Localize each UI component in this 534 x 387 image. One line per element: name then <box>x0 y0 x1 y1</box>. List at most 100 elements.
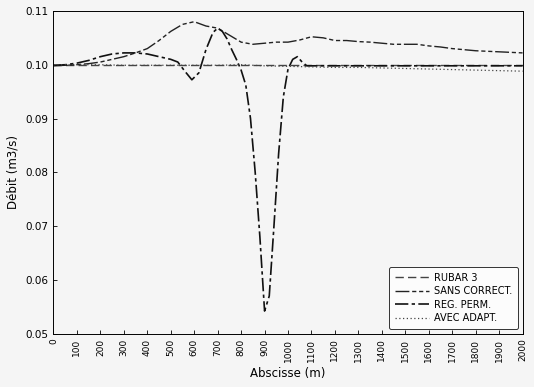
SANS CORRECT. <box>484 49 491 54</box>
REG. PERM. <box>402 63 409 68</box>
REG. PERM. <box>247 116 254 121</box>
AVEC ADAPT. <box>74 62 80 67</box>
REG. PERM. <box>276 151 282 156</box>
REG. PERM. <box>252 170 258 175</box>
AVEC ADAPT. <box>332 65 338 70</box>
SANS CORRECT. <box>402 42 409 46</box>
REG. PERM. <box>299 60 305 64</box>
REG. PERM. <box>308 63 315 68</box>
REG. PERM. <box>219 29 225 34</box>
SANS CORRECT. <box>414 42 420 46</box>
REG. PERM. <box>182 69 188 74</box>
REG. PERM. <box>257 235 263 239</box>
REG. PERM. <box>266 294 272 298</box>
RUBAR 3 <box>50 62 57 67</box>
RUBAR 3 <box>191 62 198 67</box>
REG. PERM. <box>74 61 80 65</box>
REG. PERM. <box>168 57 174 62</box>
SANS CORRECT. <box>168 29 174 34</box>
REG. PERM. <box>144 51 151 56</box>
RUBAR 3 <box>97 62 104 67</box>
REG. PERM. <box>50 63 57 68</box>
AVEC ADAPT. <box>50 62 57 67</box>
Legend: RUBAR 3, SANS CORRECT., REG. PERM., AVEC ADAPT.: RUBAR 3, SANS CORRECT., REG. PERM., AVEC… <box>389 267 517 329</box>
SANS CORRECT. <box>74 62 80 67</box>
RUBAR 3 <box>285 62 291 67</box>
REG. PERM. <box>496 63 502 68</box>
REG. PERM. <box>285 67 291 71</box>
SANS CORRECT. <box>85 61 92 66</box>
SANS CORRECT. <box>320 36 326 40</box>
SANS CORRECT. <box>332 38 338 43</box>
RUBAR 3 <box>238 62 245 67</box>
RUBAR 3 <box>520 62 526 67</box>
AVEC ADAPT. <box>355 65 362 70</box>
SANS CORRECT. <box>520 51 526 55</box>
Line: SANS CORRECT.: SANS CORRECT. <box>53 22 523 66</box>
REG. PERM. <box>195 70 202 75</box>
REG. PERM. <box>224 37 230 41</box>
SANS CORRECT. <box>355 39 362 44</box>
REG. PERM. <box>294 54 301 59</box>
SANS CORRECT. <box>97 60 104 64</box>
REG. PERM. <box>449 63 456 68</box>
SANS CORRECT. <box>50 63 57 68</box>
REG. PERM. <box>261 309 268 313</box>
REG. PERM. <box>520 63 526 68</box>
RUBAR 3 <box>215 62 221 67</box>
AVEC ADAPT. <box>473 68 479 72</box>
REG. PERM. <box>320 63 326 68</box>
AVEC ADAPT. <box>238 62 245 67</box>
REG. PERM. <box>379 63 385 68</box>
AVEC ADAPT. <box>168 63 174 68</box>
REG. PERM. <box>189 77 195 82</box>
REG. PERM. <box>121 51 127 55</box>
SANS CORRECT. <box>437 45 444 49</box>
SANS CORRECT. <box>379 41 385 46</box>
RUBAR 3 <box>308 62 315 67</box>
AVEC ADAPT. <box>520 69 526 74</box>
REG. PERM. <box>203 47 209 52</box>
RUBAR 3 <box>332 62 338 67</box>
AVEC ADAPT. <box>285 64 291 68</box>
REG. PERM. <box>473 63 479 68</box>
REG. PERM. <box>242 83 249 87</box>
REG. PERM. <box>233 57 240 62</box>
RUBAR 3 <box>426 62 432 67</box>
SANS CORRECT. <box>191 19 198 24</box>
SANS CORRECT. <box>508 50 514 55</box>
Line: REG. PERM.: REG. PERM. <box>53 28 523 311</box>
SANS CORRECT. <box>109 57 115 62</box>
RUBAR 3 <box>496 62 502 67</box>
SANS CORRECT. <box>132 51 139 55</box>
SANS CORRECT. <box>367 40 373 45</box>
SANS CORRECT. <box>179 22 186 27</box>
RUBAR 3 <box>74 62 80 67</box>
SANS CORRECT. <box>121 54 127 59</box>
REG. PERM. <box>280 95 287 99</box>
RUBAR 3 <box>449 62 456 67</box>
AVEC ADAPT. <box>379 66 385 70</box>
SANS CORRECT. <box>62 63 68 68</box>
SANS CORRECT. <box>156 38 162 43</box>
AVEC ADAPT. <box>426 67 432 71</box>
SANS CORRECT. <box>226 33 233 38</box>
REG. PERM. <box>62 62 68 67</box>
REG. PERM. <box>175 60 181 64</box>
SANS CORRECT. <box>390 42 397 46</box>
REG. PERM. <box>238 68 245 72</box>
REG. PERM. <box>271 224 277 228</box>
RUBAR 3 <box>144 62 151 67</box>
REG. PERM. <box>210 30 216 35</box>
REG. PERM. <box>156 54 162 59</box>
SANS CORRECT. <box>308 34 315 39</box>
SANS CORRECT. <box>249 42 256 46</box>
SANS CORRECT. <box>449 46 456 51</box>
RUBAR 3 <box>261 62 268 67</box>
SANS CORRECT. <box>215 26 221 31</box>
REG. PERM. <box>109 51 115 56</box>
AVEC ADAPT. <box>121 63 127 68</box>
SANS CORRECT. <box>273 40 279 45</box>
SANS CORRECT. <box>473 48 479 53</box>
REG. PERM. <box>289 57 296 62</box>
